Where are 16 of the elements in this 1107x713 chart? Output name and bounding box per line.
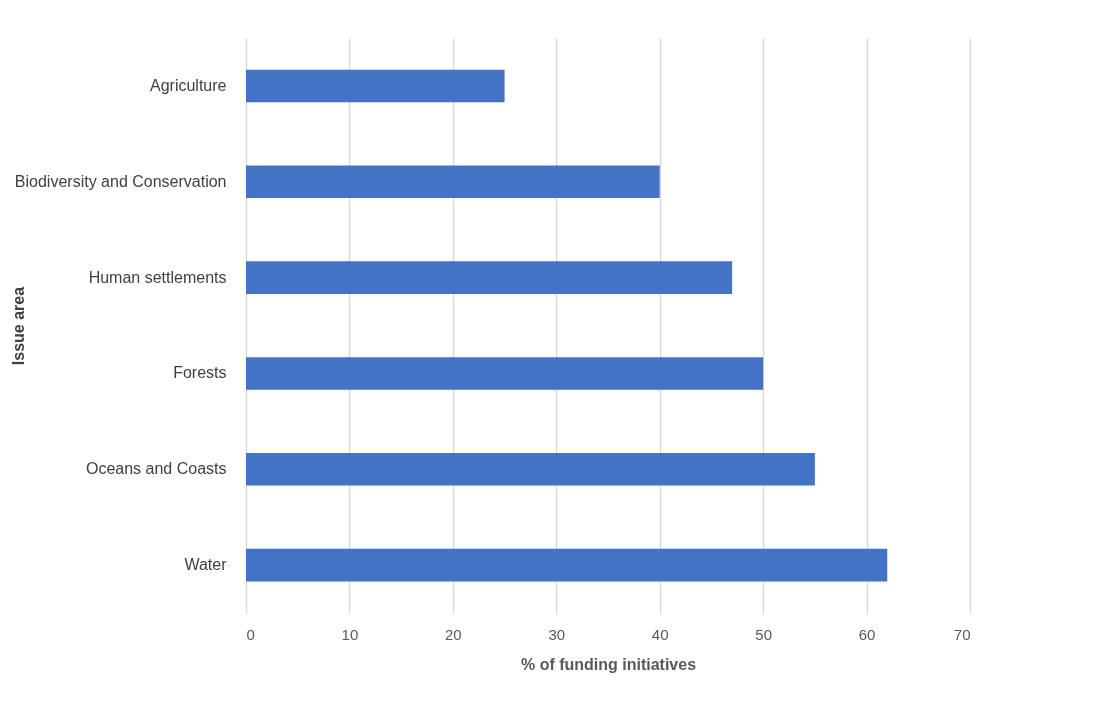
y-tick-label: Forests [173, 364, 227, 382]
y-tick-label: Oceans and Coasts [85, 460, 227, 478]
x-tick-label: 40 [651, 625, 669, 643]
x-tick-label: 10 [341, 625, 359, 643]
x-axis-title: % of funding initiatives [520, 655, 697, 673]
y-axis-title: Issue area [9, 286, 27, 366]
x-tick-label: 60 [858, 625, 876, 643]
y-tick-label: Water [184, 556, 228, 574]
x-tick-label: 50 [755, 625, 772, 643]
x-tick-label: 30 [548, 625, 566, 643]
y-tick-label: Biodiversity and Conservation [14, 172, 227, 190]
y-tick-label: Human settlements [88, 268, 227, 286]
x-tick-label: 70 [953, 625, 971, 643]
x-tick-label: 20 [445, 625, 462, 643]
y-tick-label: Agriculture [150, 76, 227, 94]
x-tick-label: 0 [246, 625, 255, 643]
